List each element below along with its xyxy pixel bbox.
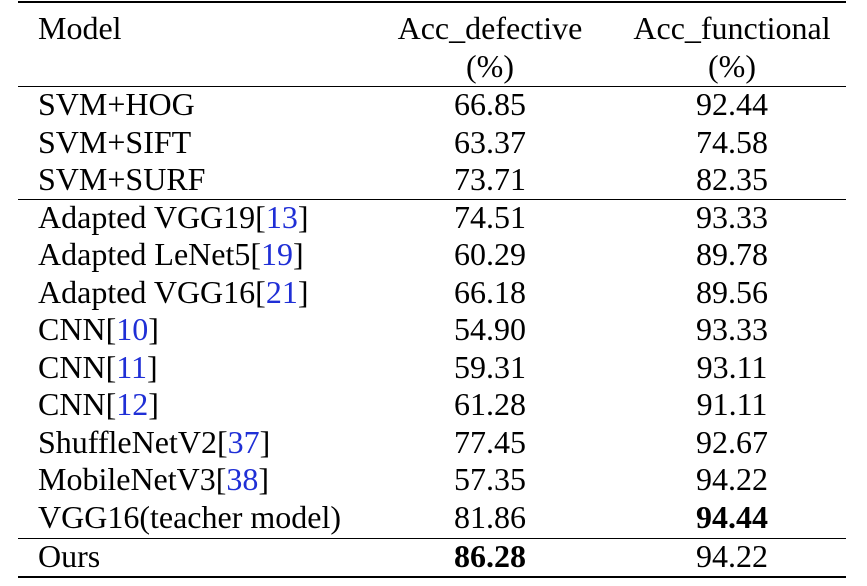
model-name: SVM+SIFT [38,124,192,160]
citation-link[interactable]: 21 [265,274,298,310]
acc-functional-value: 74.58 [696,124,768,160]
acc-functional-value: 82.35 [696,161,768,197]
header-model: Model [38,10,122,46]
acc-functional-value: 92.44 [696,86,768,122]
model-name: Adapted VGG16[21] [38,274,309,310]
citation-link[interactable]: 37 [227,424,260,460]
citation-link[interactable]: 12 [116,386,149,422]
acc-defective-value: 54.90 [454,311,526,347]
acc-defective-value: 66.85 [454,86,526,122]
model-name: CNN[10] [38,311,159,347]
model-name: CNN[12] [38,386,159,422]
acc-functional-value: 92.67 [696,424,768,460]
acc-defective-value: 74.51 [454,199,526,235]
acc-functional-value: 93.33 [696,199,768,235]
header-rule [18,86,846,87]
citation-link[interactable]: 38 [226,461,259,497]
model-name: Adapted LeNet5[19] [38,236,304,272]
acc-functional-value: 94.22 [696,461,768,497]
model-name: ShuffleNetV2[37] [38,424,271,460]
citation-link[interactable]: 19 [261,236,294,272]
acc-defective-value: 63.37 [454,124,526,160]
acc-defective-value: 57.35 [454,461,526,497]
group-rule [18,199,846,200]
citation-link[interactable]: 13 [265,199,298,235]
acc-defective-value: 81.86 [454,499,526,535]
model-name: SVM+SURF [38,161,206,197]
acc-functional-value: 89.56 [696,274,768,310]
acc-defective-value: 60.29 [454,236,526,272]
ours-rule [18,538,846,539]
model-name: VGG16(teacher model) [38,499,341,535]
acc-functional-value-best: 94.44 [696,499,768,535]
model-name: CNN[11] [38,349,158,385]
header-acc-defective-unit: (%) [466,48,514,84]
citation-link[interactable]: 10 [116,311,149,347]
acc-functional-value: 93.11 [696,349,768,385]
citation-link[interactable]: 11 [116,349,148,385]
acc-functional-value: 91.11 [696,386,768,422]
acc-functional-value: 89.78 [696,236,768,272]
acc-defective-value: 59.31 [454,349,526,385]
acc-defective-value: 77.45 [454,424,526,460]
acc-defective-value: 66.18 [454,274,526,310]
model-name: MobileNetV3[38] [38,461,270,497]
bottom-rule [18,576,846,578]
acc-functional-value: 94.22 [696,538,768,574]
model-name-ours: Ours [38,538,101,574]
header-acc-functional-unit: (%) [708,48,756,84]
acc-defective-value-best: 86.28 [454,538,526,574]
top-rule [18,1,846,3]
acc-functional-value: 93.33 [696,311,768,347]
header-acc-defective: Acc_defective [397,10,583,46]
model-name: SVM+HOG [38,86,195,122]
acc-defective-value: 73.71 [454,161,526,197]
model-name: Adapted VGG19[13] [38,199,309,235]
header-acc-functional: Acc_functional [633,10,831,46]
acc-defective-value: 61.28 [454,386,526,422]
